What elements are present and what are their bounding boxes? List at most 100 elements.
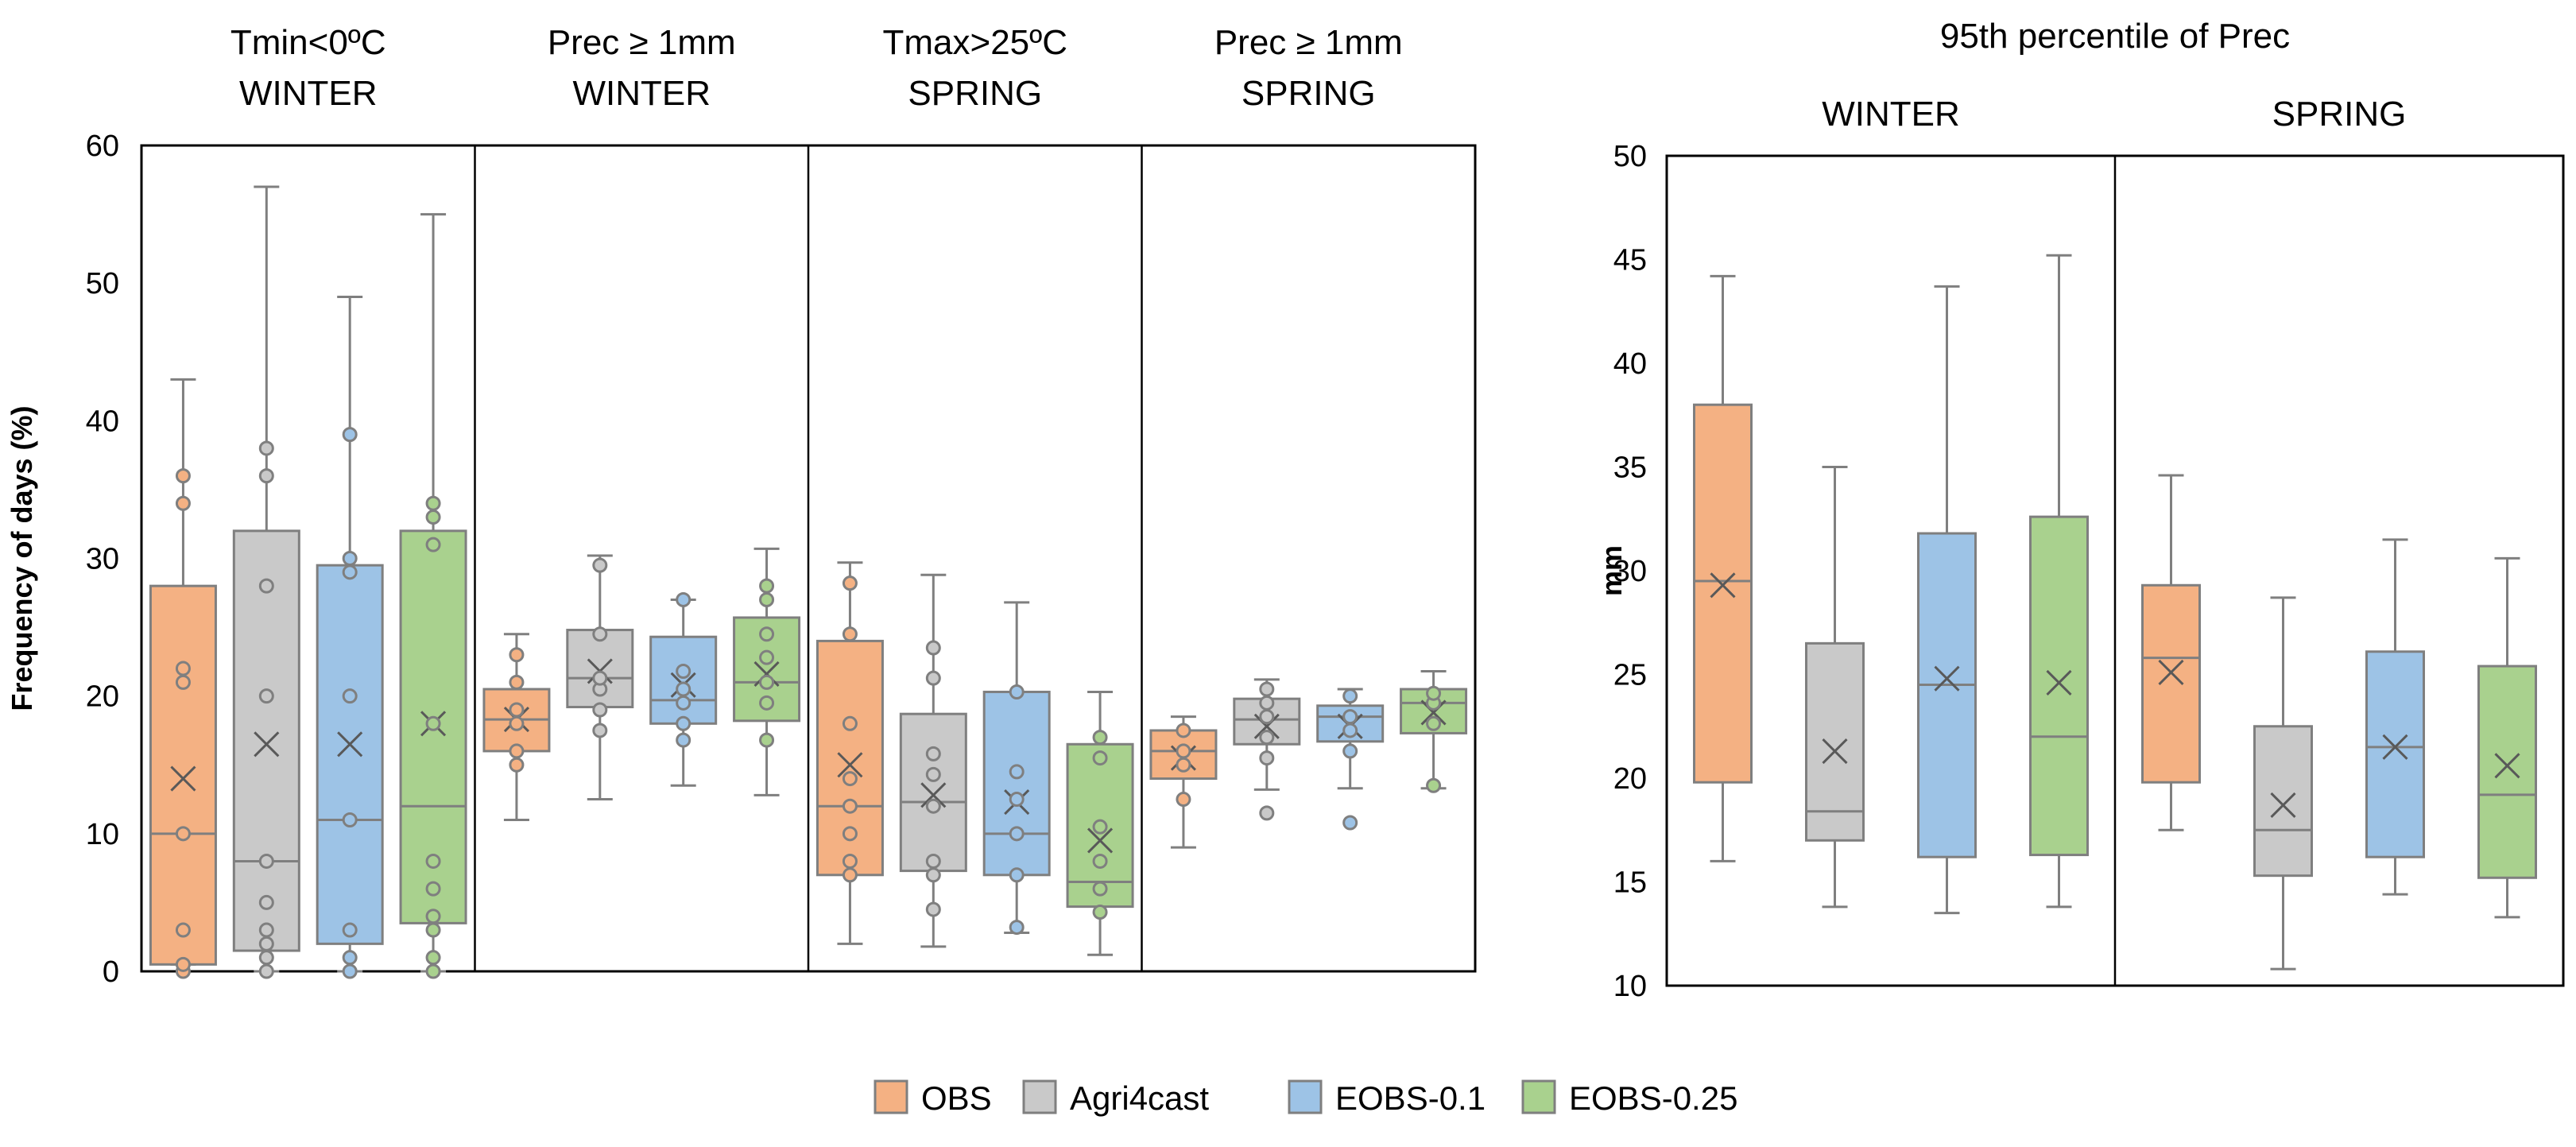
data-point [175,468,191,484]
mean-marker [753,661,780,688]
legend-item: Agri4cast [1022,1079,1209,1117]
data-point [676,591,691,607]
y-tick-label: 50 [86,267,119,300]
data-point [592,702,608,718]
data-point [258,578,274,594]
data-point [1176,792,1191,808]
box-body [899,712,967,873]
data-point [258,894,274,910]
data-point [592,626,608,642]
data-point [1426,715,1442,731]
mean-marker [1822,738,1848,765]
data-point [425,950,441,966]
mean-marker [920,782,947,808]
data-point [425,510,441,525]
data-point [759,695,775,711]
data-point [1092,819,1108,835]
box-eobs-0-25 [1066,690,1134,956]
data-point [175,956,191,972]
box-body [2365,650,2425,858]
group-title: WINTER [239,74,378,113]
legend-swatch [1022,1079,1057,1114]
legend-item: OBS [874,1079,992,1117]
box-body [1805,641,1865,842]
mean-marker [2494,753,2520,779]
data-point [425,537,441,552]
data-point [676,715,691,731]
data-point [175,826,191,842]
data-point [425,909,441,924]
box-body [1917,532,1977,858]
mean-marker [2270,792,2296,818]
data-point [925,798,941,814]
data-point [509,743,525,759]
box-eobs-0-1 [2365,538,2425,896]
data-point [1342,723,1358,738]
group-title: Tmax>25ºC [883,23,1067,62]
y-tick-label: 10 [86,818,119,851]
group-title: SPRING [1242,74,1376,113]
box-body [649,635,718,725]
data-point [1259,805,1275,821]
data-point [759,674,775,690]
group-title: WINTER [1822,95,1960,134]
legend-swatch [1288,1079,1323,1114]
data-point [925,901,941,917]
mean-marker [1253,713,1280,739]
data-point [175,922,191,938]
box-body [149,584,217,966]
y-tick-label: 20 [1613,762,1647,796]
mean-marker [337,731,363,758]
box-agri4cast [566,554,634,801]
mean-marker [2046,669,2072,696]
data-point [842,826,858,842]
y-tick-label: 30 [86,543,119,576]
box-obs [2141,474,2201,831]
legend-item: EOBS-0.1 [1288,1079,1486,1117]
data-point [842,626,858,642]
data-point [1342,743,1358,759]
data-point [509,757,525,773]
data-point [1259,750,1275,766]
data-point [509,715,525,731]
data-point [425,853,441,869]
data-point [509,702,525,718]
data-point [925,670,941,686]
box-body [982,690,1051,877]
data-point [592,557,608,573]
box-eobs-0-25 [399,213,467,979]
data-point [1342,688,1358,704]
data-point [842,867,858,883]
data-point [425,922,441,938]
data-point [842,798,858,814]
data-point [842,853,858,869]
data-point [759,649,775,665]
box-obs [482,633,551,822]
data-point [258,468,274,484]
data-point [1259,730,1275,746]
mean-marker [254,731,280,758]
data-point [258,688,274,704]
y-tick-label: 10 [1613,970,1647,1003]
box-obs [1149,715,1218,849]
box-eobs-0-1 [982,601,1051,936]
box-body [2477,665,2537,879]
data-point [1259,681,1275,697]
data-point [1009,826,1025,842]
group-title: SPRING [2272,95,2407,134]
group-title: Tmin<0ºC [230,23,386,62]
box-eobs-0-1 [649,591,718,787]
box-eobs-0-25 [2477,556,2537,919]
data-point [258,936,274,951]
data-point [759,732,775,748]
data-point [676,663,691,679]
data-point [342,551,358,566]
box-agri4cast [1805,466,1865,909]
box-eobs-0-1 [316,295,384,979]
data-point [592,723,608,738]
box-obs [815,561,884,945]
data-point [842,771,858,787]
mean-marker [1420,699,1447,726]
group-title: Prec ≥ 1mm [1214,23,1403,62]
